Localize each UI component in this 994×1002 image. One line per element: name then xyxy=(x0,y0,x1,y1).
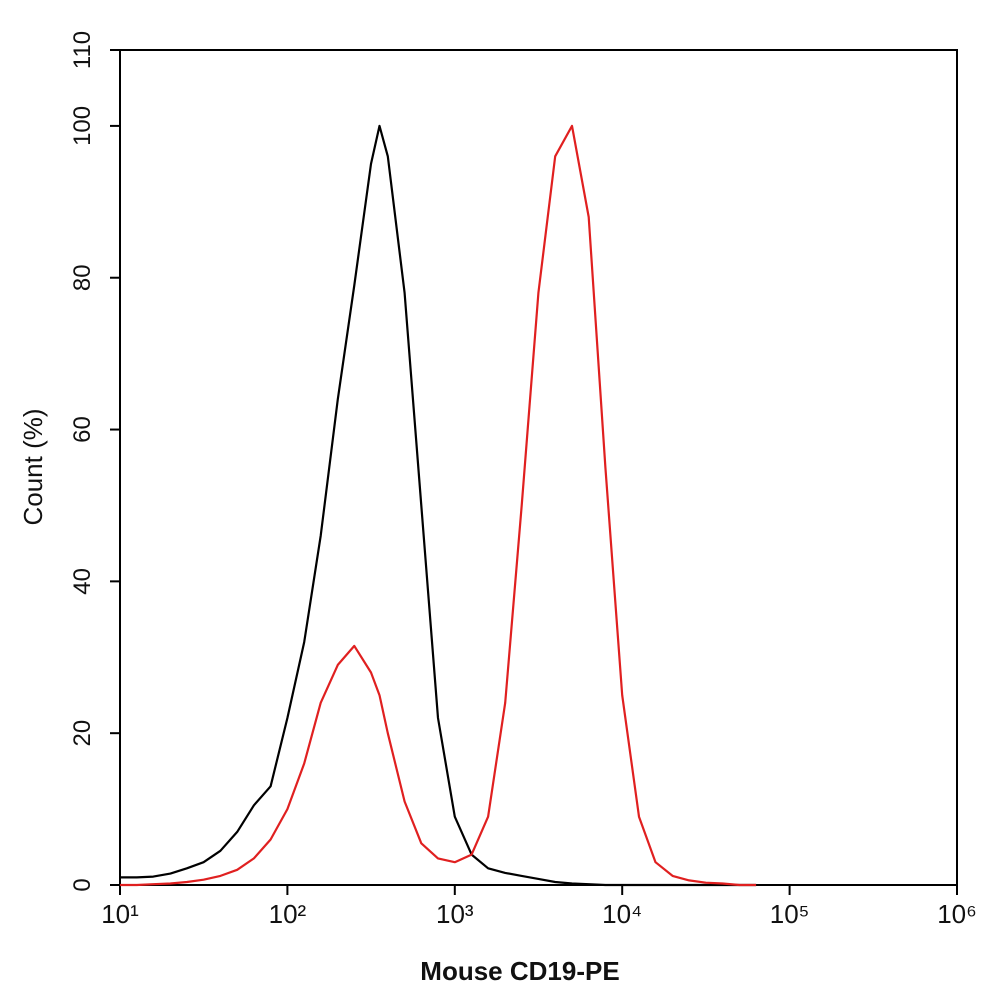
x-tick-label: 10² xyxy=(269,899,307,929)
y-tick-label: 100 xyxy=(69,106,96,146)
y-tick-label: 20 xyxy=(69,720,96,747)
histogram-line xyxy=(120,124,757,887)
x-tick-label: 10⁵ xyxy=(770,899,810,929)
y-tick-label: 110 xyxy=(69,31,96,69)
x-tick-label: 10¹ xyxy=(101,899,139,929)
x-tick-label: 10⁶ xyxy=(937,899,977,929)
x-tick-label: 10³ xyxy=(436,899,474,929)
y-tick-label: 60 xyxy=(69,416,96,443)
y-tick-label: 40 xyxy=(69,568,96,595)
x-tick-label: 10⁴ xyxy=(602,899,642,929)
plot-frame xyxy=(119,49,958,886)
histogram-line xyxy=(120,124,757,887)
x-axis-title: Mouse CD19-PE xyxy=(420,956,619,986)
y-tick-label: 0 xyxy=(69,878,96,891)
y-axis-title: Count (%) xyxy=(18,408,48,525)
y-tick-label: 80 xyxy=(69,264,96,291)
